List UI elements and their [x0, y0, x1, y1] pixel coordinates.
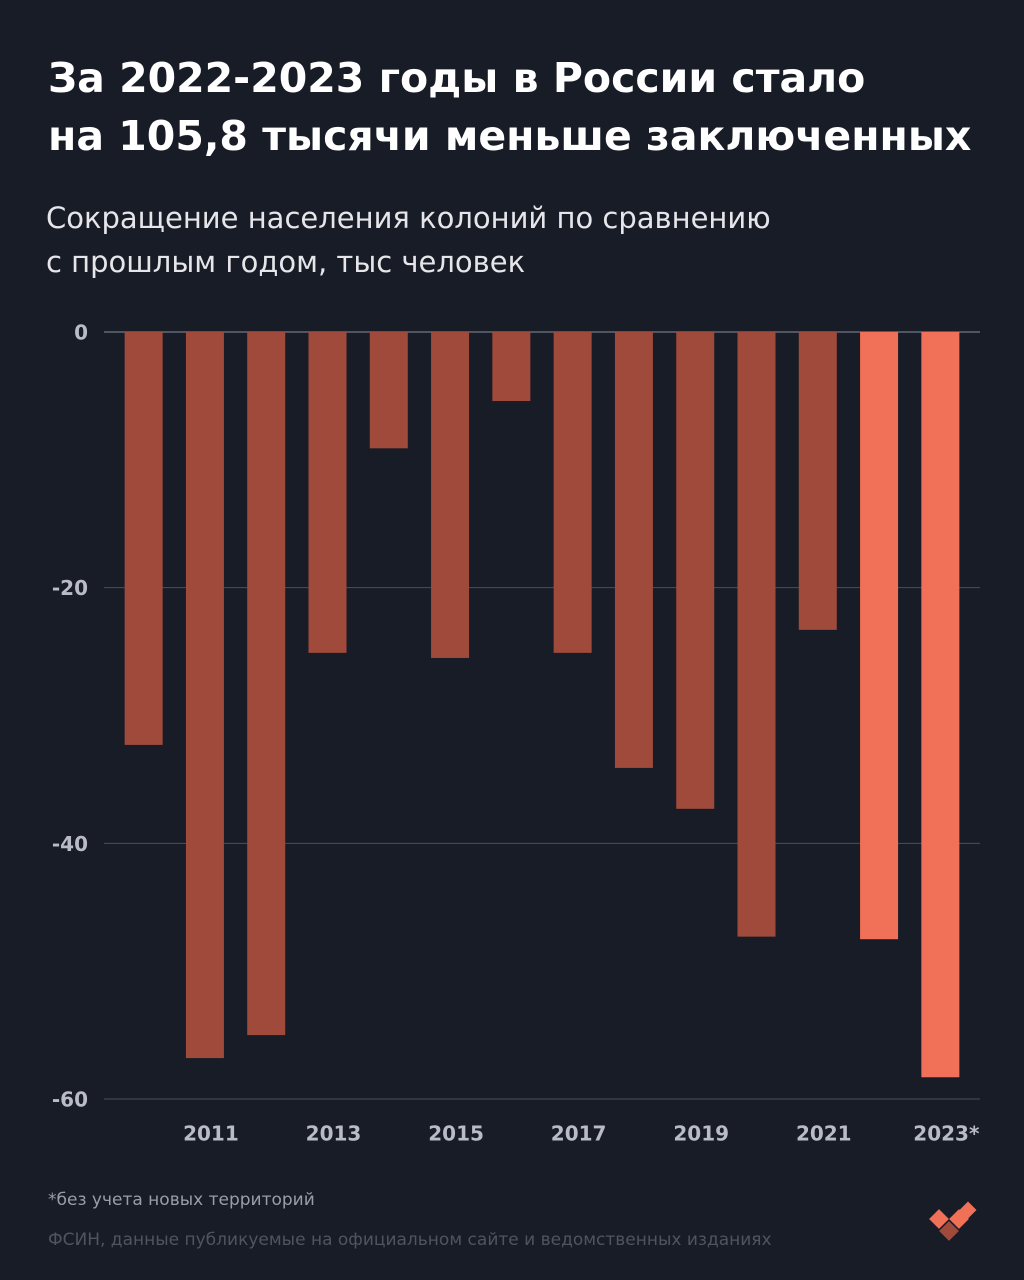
source: ФСИН, данные публикуемые на официальном …	[48, 1230, 772, 1250]
bar	[308, 332, 347, 653]
bar	[431, 332, 470, 658]
bar	[676, 332, 715, 809]
bar	[492, 332, 531, 402]
x-tick-label: 2021	[796, 1122, 852, 1146]
bar	[860, 332, 899, 940]
bar	[369, 332, 408, 449]
x-tick-label: 2023*	[913, 1122, 980, 1146]
bar	[737, 332, 776, 937]
x-tick-label: 2019	[673, 1122, 729, 1146]
chart-subtitle: с прошлым годом, тыс человек	[46, 245, 525, 279]
y-tick-label: -60	[52, 1088, 88, 1112]
bar	[921, 332, 960, 1078]
chart-title: За 2022-2023 годы в России стало	[48, 54, 865, 102]
y-tick-label: 0	[74, 321, 88, 345]
bar	[247, 332, 286, 1036]
bar	[185, 332, 224, 1059]
chart-title: на 105,8 тысячи меньше заключенных	[48, 112, 971, 160]
bar	[614, 332, 653, 768]
bar	[553, 332, 592, 653]
bar	[798, 332, 837, 630]
x-tick-label: 2017	[551, 1122, 607, 1146]
y-tick-label: -20	[52, 576, 88, 600]
logo	[929, 1201, 977, 1241]
x-tick-label: 2011	[183, 1122, 239, 1146]
footnote: *без учета новых территорий	[48, 1190, 315, 1210]
bar	[124, 332, 163, 745]
y-tick-label: -40	[52, 832, 88, 856]
x-tick-label: 2015	[428, 1122, 484, 1146]
x-tick-label: 2013	[306, 1122, 362, 1146]
chart-subtitle: Сокращение населения колоний по сравнени…	[46, 201, 771, 235]
